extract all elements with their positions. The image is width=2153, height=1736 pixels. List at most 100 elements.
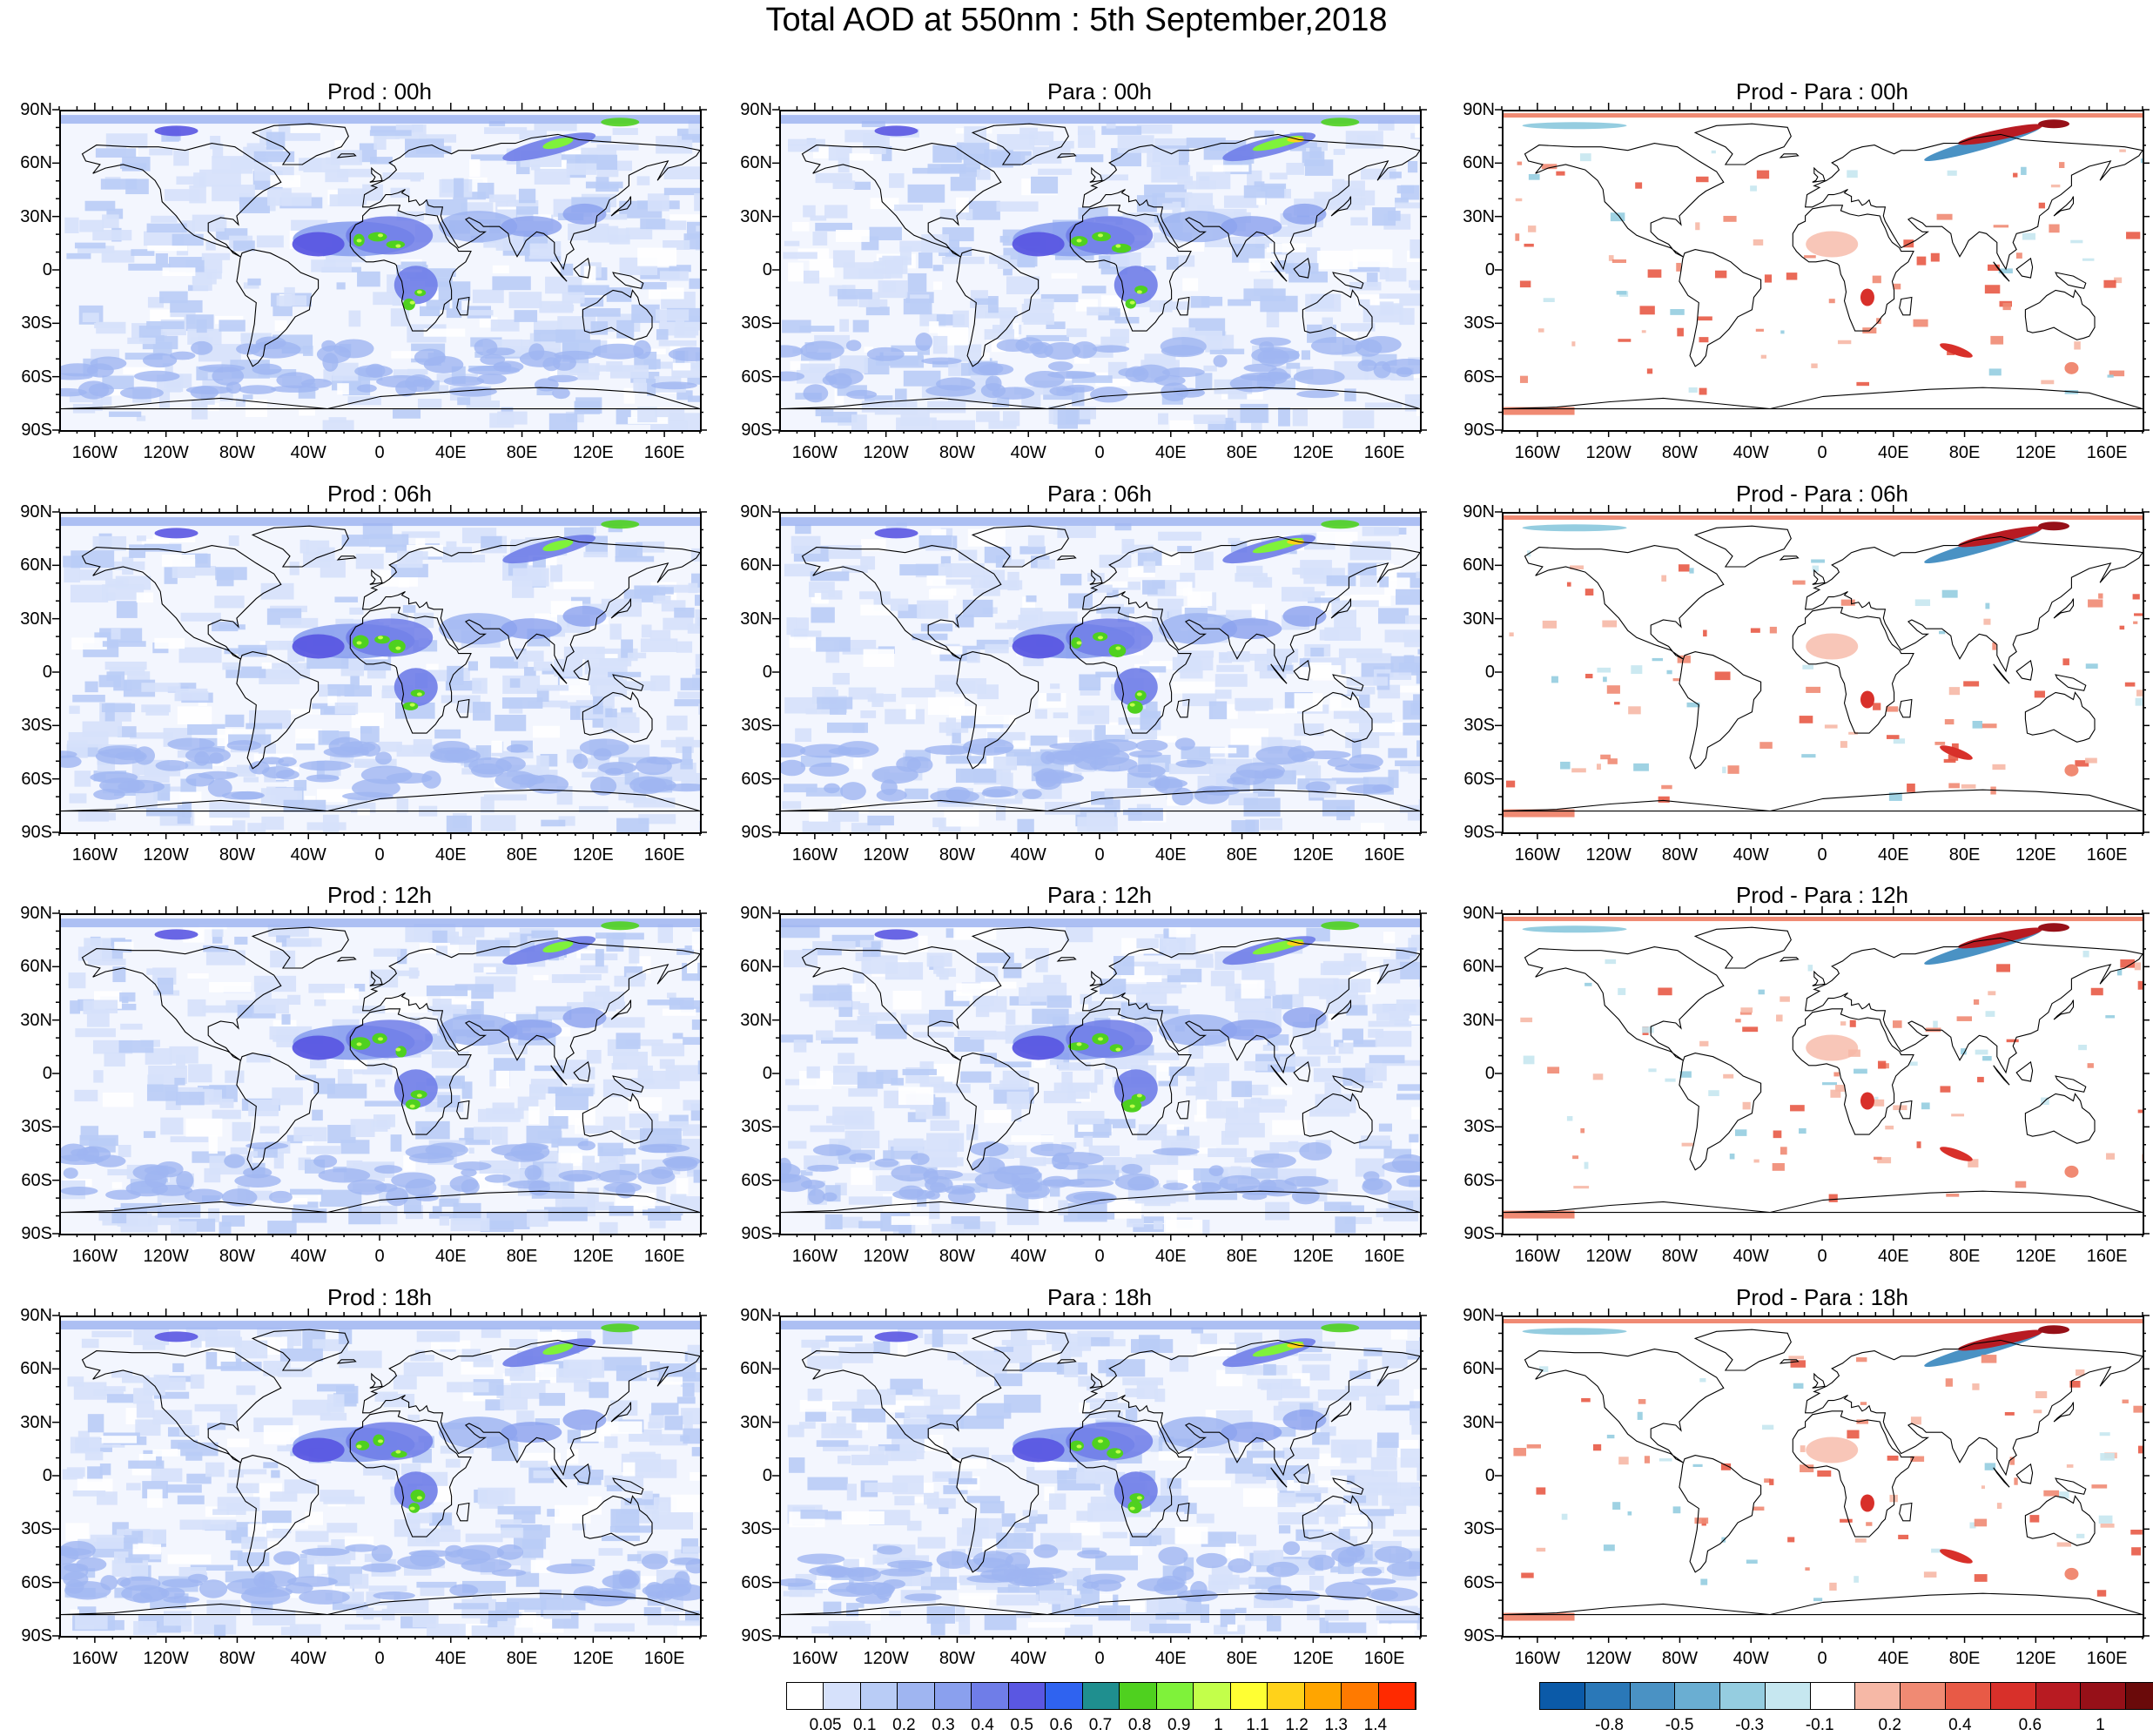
- aod-cell: [1236, 565, 1263, 576]
- lat-label: 90S: [21, 1224, 52, 1243]
- aod-cell: [1273, 226, 1313, 238]
- aod-swirl: [119, 387, 164, 400]
- aod-cell: [91, 348, 120, 360]
- coastline: [2055, 272, 2087, 289]
- aod-cell: [1395, 198, 1409, 205]
- aod-cell: [650, 675, 670, 691]
- aod-cell: [351, 712, 384, 729]
- diff-patch: [1992, 642, 1996, 650]
- aod-cell: [519, 130, 547, 140]
- aod-swirl: [1360, 335, 1402, 353]
- aod-cell: [926, 575, 946, 586]
- aod-cell: [1403, 632, 1420, 648]
- aod-swirl: [824, 783, 840, 794]
- coastline: [1270, 663, 1288, 684]
- lat-label: 30N: [740, 609, 772, 629]
- panel-title: Prod - Para : 00h: [1736, 78, 1908, 104]
- aod-cell: [337, 383, 349, 395]
- aod-swirl: [845, 340, 862, 352]
- lat-label: 90S: [1463, 421, 1495, 440]
- coastline: [1779, 555, 1800, 561]
- aod-cell: [582, 1155, 595, 1174]
- aod-swirl: [359, 742, 381, 757]
- aod-cell: [212, 1109, 241, 1120]
- diff-patch: [1769, 626, 1777, 634]
- aod-cell: [1356, 653, 1392, 663]
- aod-cell: [1309, 662, 1332, 679]
- aod-cell: [353, 1163, 394, 1169]
- aod-cell: [527, 936, 548, 943]
- aod-cell: [446, 541, 457, 550]
- diff-patch: [2109, 370, 2125, 377]
- aod-cell: [612, 128, 638, 135]
- aod-cell: [288, 1193, 321, 1202]
- diff-patch: [2034, 690, 2046, 698]
- aod-cell: [589, 677, 619, 686]
- aod-cell: [393, 409, 421, 419]
- aod-cell: [400, 261, 427, 270]
- aod-cell: [1013, 740, 1030, 750]
- aod-cell: [440, 1004, 467, 1014]
- aod-cell: [193, 172, 207, 188]
- aod-cell: [659, 271, 689, 281]
- aod-cell: [623, 681, 656, 691]
- aod-cell: [1379, 569, 1389, 588]
- diff-patch: [1914, 599, 1931, 607]
- aod-cell: [984, 329, 1014, 340]
- aod-cell: [932, 265, 944, 272]
- aod-cell: [554, 658, 583, 677]
- diff-patch: [2050, 184, 2061, 188]
- aod-swirl: [982, 786, 1019, 797]
- aod-cell: [1019, 546, 1046, 555]
- lat-label: 60N: [1463, 555, 1495, 575]
- diff-patch: [2049, 224, 2060, 233]
- diff-patch: [2132, 594, 2140, 600]
- lat-label: 30N: [740, 1010, 772, 1030]
- aod-cell: [550, 564, 562, 582]
- aod-cell: [687, 395, 700, 402]
- diff-patch: [1666, 670, 1672, 675]
- aod-cell: [472, 289, 504, 304]
- aod-cell: [118, 1040, 154, 1053]
- diff-patch: [1948, 687, 1961, 696]
- aod-cell: [494, 1058, 526, 1071]
- aod-cell: [565, 150, 588, 157]
- aod-swirl: [552, 387, 570, 400]
- aod-cell: [695, 668, 700, 676]
- aod-cell: [1316, 251, 1358, 270]
- aod-cell: [558, 816, 575, 826]
- aod-cell: [1158, 531, 1202, 541]
- aod-cell: [481, 535, 502, 548]
- aod-cell: [1079, 407, 1097, 420]
- aod-cell: [259, 1126, 279, 1134]
- aod-dust-core: [292, 232, 345, 257]
- coastline: [2015, 659, 2034, 681]
- aod-cell: [651, 1043, 685, 1057]
- aod-cell: [293, 1127, 327, 1141]
- diff-patch: [1992, 764, 2006, 770]
- map-frame: [1502, 512, 2144, 834]
- aod-cell: [1024, 299, 1054, 310]
- lon-label: 80W: [219, 443, 255, 462]
- aod-cell: [1400, 764, 1416, 772]
- aod-cell: [641, 624, 652, 638]
- aod-swirl: [1047, 361, 1073, 372]
- aod-cell: [1399, 804, 1420, 813]
- panel-title: Prod : 06h: [327, 481, 432, 507]
- diff-patch: [1984, 285, 2001, 294]
- aod-cell: [417, 398, 442, 410]
- aod-cell: [864, 347, 873, 353]
- aod-cell: [934, 675, 957, 690]
- aod-swirl: [915, 333, 933, 351]
- diff-patch: [1677, 655, 1691, 663]
- aod-cell: [437, 1094, 461, 1108]
- aod-cell: [619, 1147, 636, 1155]
- aod-cell: [1230, 728, 1268, 746]
- aod-cell: [382, 172, 425, 180]
- lat-label: 0: [762, 1064, 772, 1083]
- aod-cell: [1408, 161, 1418, 173]
- aod-cell: [874, 400, 918, 415]
- diff-patch: [2059, 162, 2065, 168]
- aod-cell: [905, 788, 929, 799]
- aod-cell: [1232, 244, 1265, 263]
